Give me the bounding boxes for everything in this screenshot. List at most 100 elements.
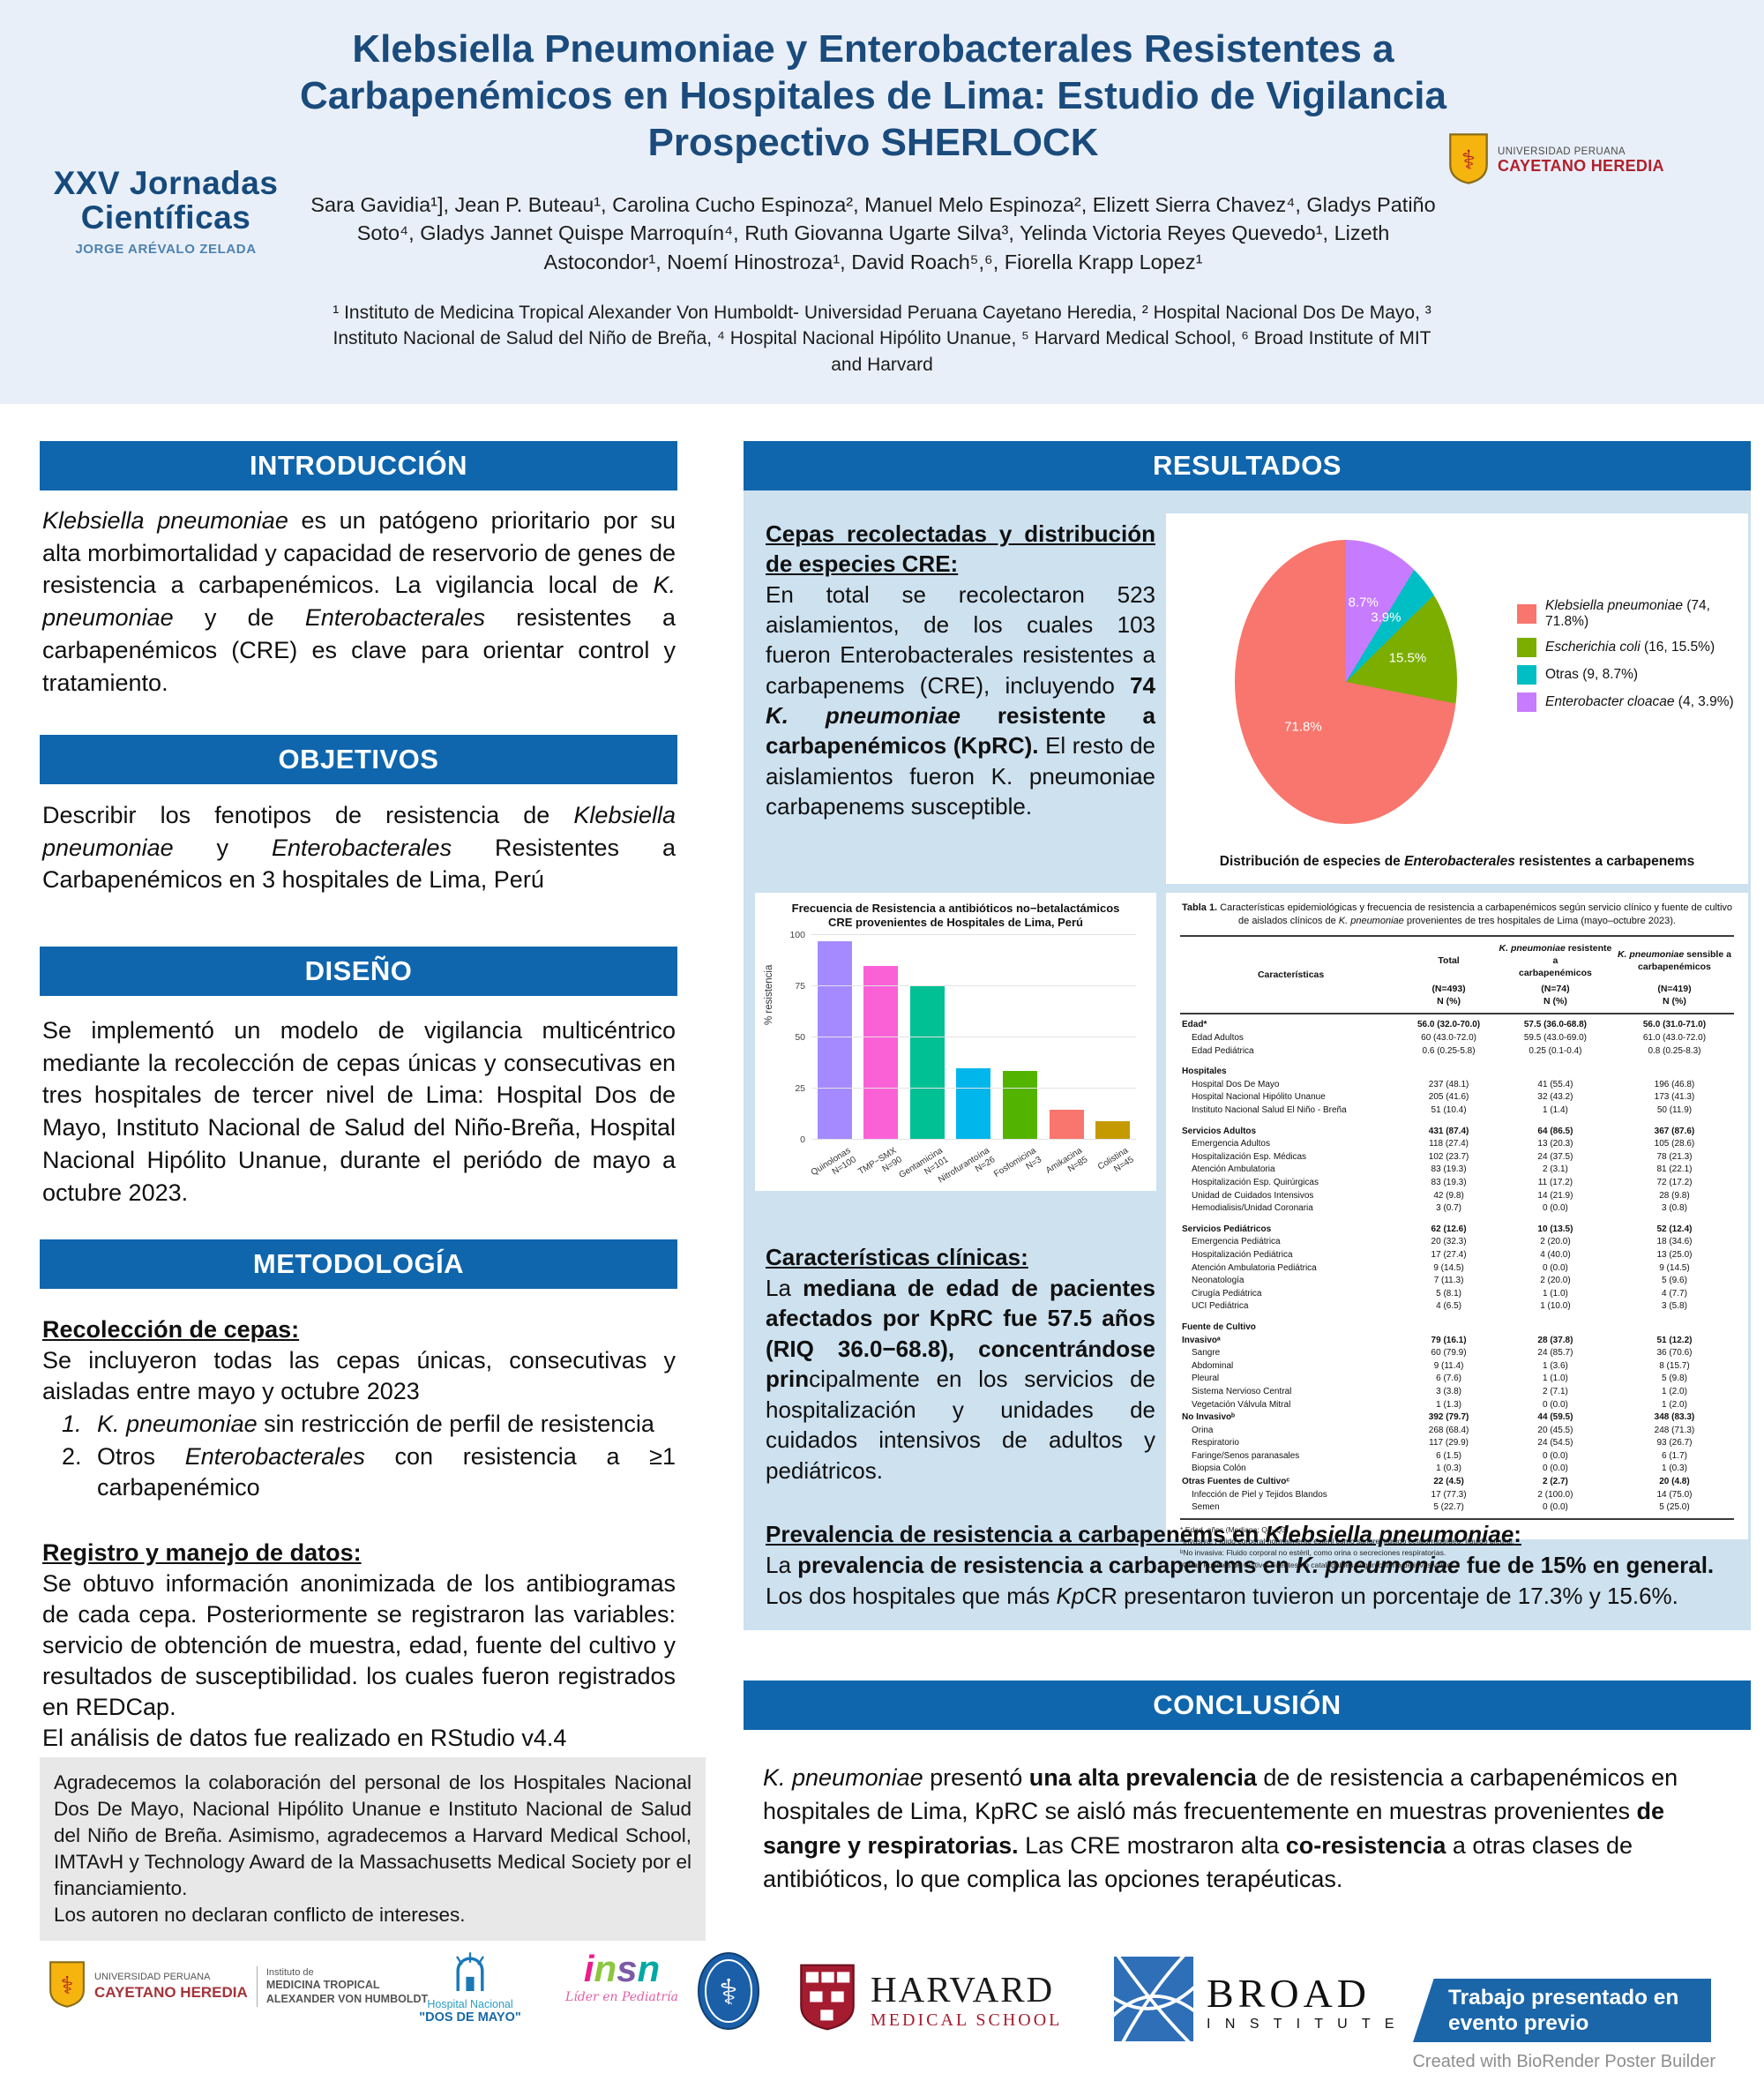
table-row: Atención Ambulatoria Pediátrica 9 (14.5) 0… xyxy=(1180,1262,1734,1276)
table-row-label: Atención Ambulatoria Pediátrica xyxy=(1192,1262,1317,1273)
table-row: Biopsia Colón 1 (0.3) 0 (0.0) 1 (0.3) xyxy=(1180,1463,1734,1476)
table-row: Emergencia Pediátrica 20 (32.3) 2 (20.0) 18… xyxy=(1180,1236,1734,1249)
x-tick-label: Fosfomicina N=3 xyxy=(991,1146,1043,1179)
list-item-text: K. pneumoniae sin restricción de perfil … xyxy=(97,1411,654,1438)
x-label-slot: Fosfomicina N=3 xyxy=(992,1143,1043,1193)
table-col-total: Total xyxy=(1438,954,1460,966)
list-item-number: 2. xyxy=(62,1443,82,1471)
table-cell: 0 (0.0) xyxy=(1542,1203,1568,1214)
header: XXV Jornadas Científicas JORGE ARÉVALO Z… xyxy=(0,0,1764,404)
table-cell: 78 (21.3) xyxy=(1656,1151,1693,1162)
table-subheader-resistente: (N=74) N (%) xyxy=(1541,984,1570,1007)
table-cell: 60 (79.9) xyxy=(1431,1348,1467,1359)
gridline xyxy=(811,934,1136,935)
table-cell: 42 (9.8) xyxy=(1433,1190,1464,1201)
table-cell xyxy=(1496,1066,1615,1079)
table-row-label: Abdominal xyxy=(1192,1360,1234,1371)
metodologia-paragraph-1: Se incluyeron todas las cepas únicas, co… xyxy=(42,1347,676,1405)
table-row: Fuente de Cultivo xyxy=(1180,1321,1734,1335)
x-label-slot: Quinolonas N=100 xyxy=(809,1143,858,1193)
table-row: Faringe/Senos paranasales 6 (1.5) 0 (0.0) 6… xyxy=(1180,1450,1734,1463)
x-tick-label: Amikacina N=85 xyxy=(1044,1146,1090,1176)
harvard-line2: MEDICAL SCHOOL xyxy=(871,2010,1063,2030)
bar xyxy=(863,965,899,1140)
table-cell: 0 (0.0) xyxy=(1542,1502,1568,1513)
table-cell: 1 (1.0) xyxy=(1542,1288,1568,1299)
upch-shield-icon: ⚕ xyxy=(1448,132,1489,190)
x-tick-label: TMP−SMX N=90 xyxy=(856,1146,905,1178)
footer-logo-hipolito-unanue: ⚕ xyxy=(697,1951,760,2035)
table-row: Otras Fuentes de Cultivoᶜ 22 (4.5) 2 (2.7)… xyxy=(1180,1476,1734,1489)
divider xyxy=(256,1966,258,2007)
table-row-label: Hospitalización Esp. Médicas xyxy=(1192,1151,1307,1162)
table-cell: 14 (21.9) xyxy=(1537,1190,1573,1201)
poster-title: Klebsiella Pneumoniae y Enterobacterales… xyxy=(300,27,1446,164)
table-cell: 24 (37.5) xyxy=(1537,1151,1573,1162)
metodologia-subheading-2: Registro y manejo de datos: xyxy=(42,1538,362,1566)
table-cell: 205 (41.6) xyxy=(1428,1092,1469,1103)
table-cell: 1 (1.3) xyxy=(1436,1399,1462,1410)
table-cell: 52 (12.4) xyxy=(1656,1224,1693,1234)
bar xyxy=(956,1067,991,1140)
table-cell: 1 (2.0) xyxy=(1662,1399,1687,1410)
table-row-label: Pleural xyxy=(1192,1374,1220,1384)
event-logo: XXV Jornadas Científicas JORGE ARÉVALO Z… xyxy=(34,166,298,258)
table-cell: 56.0 (32.0-70.0) xyxy=(1416,1020,1481,1030)
table-footnote: ᶜOtras Fuentes de Cultivo: Fuentes no ca… xyxy=(1180,1560,1452,1569)
table-row-label: Infección de Piel y Tejidos Blandos xyxy=(1192,1489,1327,1500)
bar-xlabels: Quinolonas N=100 TMP−SMX N=90 Gentamicina … xyxy=(809,1143,1136,1193)
table-cell: 44 (59.5) xyxy=(1537,1412,1573,1423)
table-row-label: Servicios Adultos xyxy=(1182,1126,1257,1136)
x-label-slot: TMP−SMX N=90 xyxy=(856,1143,905,1193)
section-diseno-header: DISEÑO xyxy=(40,947,677,996)
table-cell: 348 (83.3) xyxy=(1654,1412,1695,1423)
legend-label: Klebsiella pneumoniae (74, 71.8%) xyxy=(1545,598,1710,629)
table-cell: 72 (17.2) xyxy=(1656,1178,1693,1188)
gridline xyxy=(811,985,1136,986)
acknowledgments: Agradecemos la colaboración del personal… xyxy=(40,1757,706,1941)
table-cell: 1 (0.3) xyxy=(1662,1463,1687,1474)
table-row-label: Hospitalización Esp. Quirúrgicas xyxy=(1192,1178,1319,1188)
table-card: Tabla 1. Características epidemiológicas… xyxy=(1166,893,1748,1569)
svg-text:⚕: ⚕ xyxy=(1461,146,1476,176)
table-cell: 268 (68.4) xyxy=(1428,1425,1469,1435)
table-row: Edad Pediátrica 0.6 (0.25-5.8) 0.25 (0.1-0… xyxy=(1180,1045,1734,1059)
pie-slice-label: 3.9% xyxy=(1371,610,1401,625)
footer-logo-insn: insn Líder en Pediatría xyxy=(551,1948,692,2004)
table-cell: 0 (0.0) xyxy=(1542,1463,1568,1474)
bar xyxy=(817,940,852,1140)
table-footnote: * Edad, años (Mediana; Q1–Q3) xyxy=(1180,1524,1289,1534)
table-row: Hospitalización Pediátrica 17 (27.4) 4 (40… xyxy=(1180,1249,1734,1262)
legend-swatch xyxy=(1517,638,1536,657)
table-cell: 1 (0.3) xyxy=(1436,1463,1462,1474)
broad-logo-icon xyxy=(1110,1952,1198,2046)
pie: 8.7% 3.9% 15.5% 71.8% xyxy=(1235,540,1457,824)
table-cell: 237 (48.1) xyxy=(1428,1079,1469,1089)
table-cell: 4 (40.0) xyxy=(1540,1249,1571,1260)
table-row: Semen 5 (22.7) 0 (0.0) 5 (25.0) xyxy=(1180,1501,1734,1515)
table-row-label: Hemodialisis/Unidad Coronaria xyxy=(1192,1203,1313,1214)
table-row-label: Vegetación Válvula Mitral xyxy=(1192,1399,1291,1410)
table-row: No Invasivoᵇ 392 (79.7) 44 (59.5) 348 (83.3… xyxy=(1180,1411,1734,1425)
clinicas-body: La mediana de edad de pacientes afectado… xyxy=(766,1274,1155,1485)
table-cell: 3 (0.8) xyxy=(1662,1203,1687,1214)
table-subheader-total: (N=493) N (%) xyxy=(1431,984,1466,1007)
table-cell: 83 (19.3) xyxy=(1431,1178,1467,1188)
table-cell: 392 (79.7) xyxy=(1428,1412,1469,1423)
y-tick-label: 0 xyxy=(800,1134,805,1145)
table-row: Pleural 6 (7.6) 1 (1.0) 5 (9.8) xyxy=(1180,1373,1734,1386)
table-row-label: No Invasivoᵇ xyxy=(1182,1412,1236,1423)
table-cell: 56.0 (31.0-71.0) xyxy=(1642,1020,1707,1030)
table-row-label: Biopsia Colón xyxy=(1192,1463,1246,1474)
university-name: UNIVERSIDAD PERUANA CAYETANO HEREDIA xyxy=(1498,146,1664,176)
table-cell: 32 (43.2) xyxy=(1537,1092,1573,1103)
table-cell: 81 (22.1) xyxy=(1656,1164,1693,1175)
table-cell: 3 (0.7) xyxy=(1436,1203,1462,1214)
metodologia-body: Recolección de cepas: Se incluyeron toda… xyxy=(42,1314,676,1754)
section-introduccion-header: INTRODUCCIÓN xyxy=(40,441,677,490)
event-line3: JORGE ARÉVALO ZELADA xyxy=(75,242,257,258)
table-cell: 1 (3.6) xyxy=(1542,1360,1568,1371)
legend-swatch xyxy=(1517,604,1536,624)
acknowledgments-paragraph-2: Los autoren no declaran conflicto de int… xyxy=(54,1903,466,1926)
table-row: UCI Pediátrica 4 (6.5) 1 (10.0) 3 (5.8) xyxy=(1180,1300,1734,1314)
